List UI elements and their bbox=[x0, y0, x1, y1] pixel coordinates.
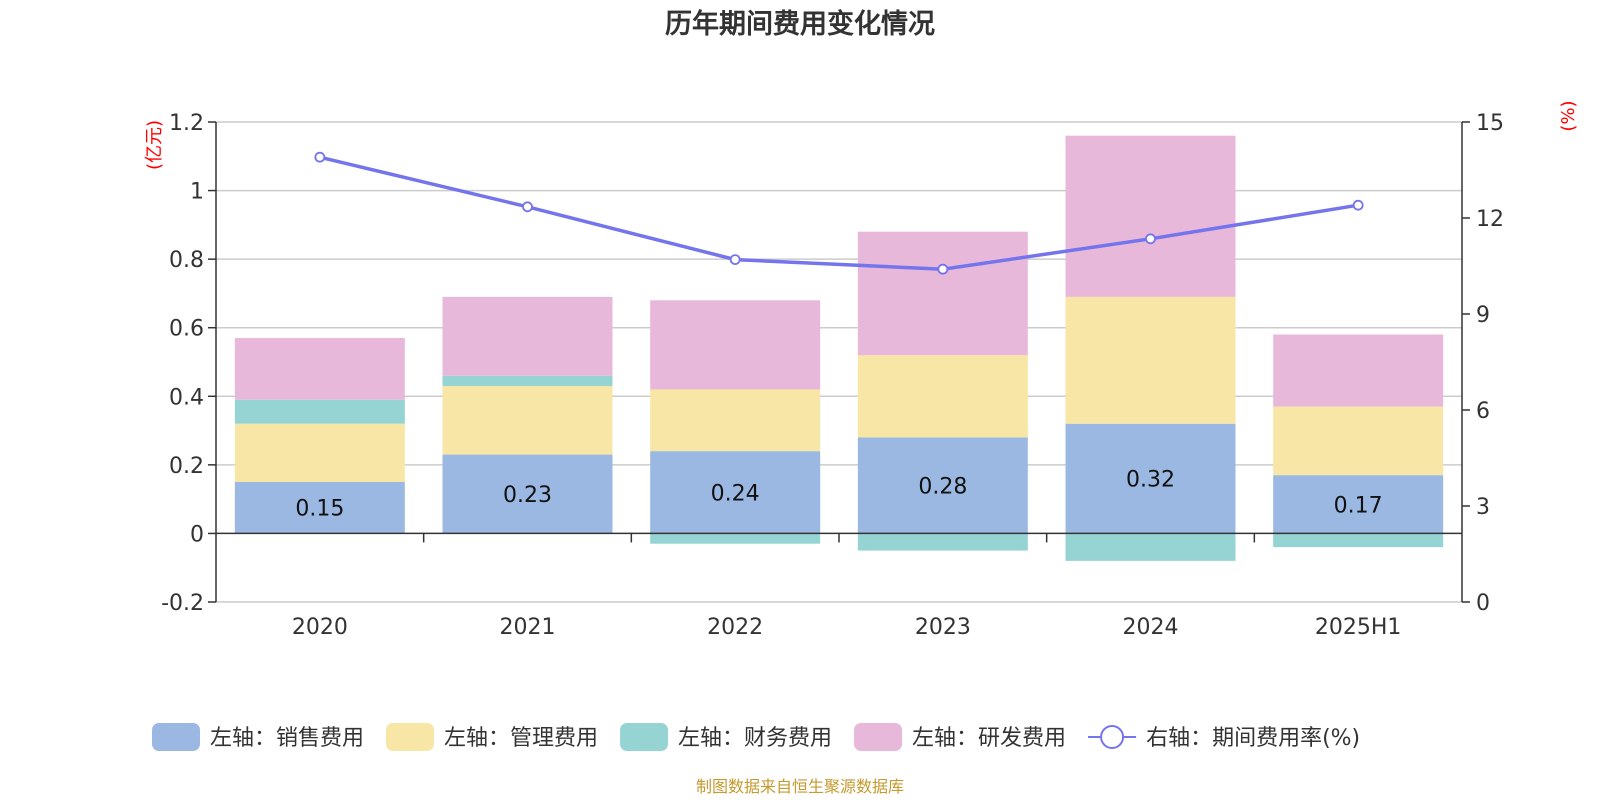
bar-rnd bbox=[442, 296, 613, 376]
bar-finance bbox=[650, 533, 821, 544]
bar-admin bbox=[234, 423, 405, 482]
bar-admin bbox=[857, 355, 1028, 438]
data-label: 0.17 bbox=[1334, 493, 1383, 518]
x-axis-label: 2025H1 bbox=[1315, 615, 1402, 640]
bar-admin bbox=[650, 389, 821, 452]
data-label: 0.23 bbox=[503, 483, 552, 508]
rate-point bbox=[937, 263, 949, 275]
legend-label: 右轴：期间费用率(%) bbox=[1146, 726, 1360, 751]
rate-point bbox=[522, 201, 533, 213]
right-axis-tick-label: 3 bbox=[1476, 495, 1490, 520]
bar-rnd bbox=[234, 338, 405, 400]
left-axis-tick-label: 1 bbox=[190, 180, 204, 205]
bar-rnd bbox=[857, 231, 1028, 356]
legend-label: 左轴：研发费用 bbox=[912, 726, 1066, 751]
legend-swatch-finance bbox=[620, 723, 669, 751]
bar-sales bbox=[234, 482, 405, 534]
x-axis-label: 2022 bbox=[707, 615, 763, 640]
data-label: 0.24 bbox=[711, 481, 760, 506]
right-axis-tick-label: 6 bbox=[1476, 399, 1490, 424]
bar-sales bbox=[1065, 423, 1236, 534]
bar-sales bbox=[1273, 475, 1444, 534]
legend: 左轴：销售费用 左轴：管理费用 左轴：财务费用 左轴：研发费用 右轴：期间费用率(%) bbox=[152, 723, 1360, 751]
bar-finance bbox=[234, 399, 405, 424]
legend-label: 左轴：管理费用 bbox=[444, 726, 598, 751]
bar-admin bbox=[1273, 406, 1444, 476]
bar-sales bbox=[650, 451, 821, 534]
rate-point bbox=[1352, 199, 1364, 211]
bar-finance bbox=[1065, 533, 1236, 561]
x-axis-label: 2020 bbox=[292, 615, 348, 640]
left-axis-unit-label: (亿元) bbox=[144, 120, 165, 170]
left-axis-tick-label: 0 bbox=[190, 522, 204, 547]
bar-rnd bbox=[1273, 334, 1444, 407]
right-axis-tick-label: 0 bbox=[1476, 591, 1490, 616]
x-axis-label: 2021 bbox=[500, 615, 556, 640]
x-axis-label: 2023 bbox=[915, 615, 971, 640]
bar-finance bbox=[1273, 533, 1444, 548]
legend-swatch-marker bbox=[1100, 725, 1125, 749]
legend-swatch-sales bbox=[152, 723, 200, 751]
plot-area: -0.2 0 0.2 0.4 0.6 0.8 1 1.2 0 3 6 9 12 15 (亿元) (%) 0.15… bbox=[144, 100, 1579, 640]
bar-admin bbox=[442, 386, 613, 455]
rate-point bbox=[1145, 233, 1156, 245]
legend-swatch-rnd bbox=[854, 723, 903, 751]
rate-line bbox=[319, 155, 1359, 271]
x-axis-label: 2024 bbox=[1123, 615, 1179, 640]
bar-admin bbox=[1065, 296, 1236, 424]
left-axis-tick-label: 0.6 bbox=[169, 317, 204, 342]
left-axis-tick-label: 1.2 bbox=[169, 111, 204, 136]
rate-point bbox=[729, 254, 741, 266]
left-axis-tick-label: 0.8 bbox=[169, 248, 204, 273]
right-axis-tick-label: 15 bbox=[1476, 111, 1504, 136]
legend-swatch-admin bbox=[386, 723, 435, 751]
left-axis-tick-label: -0.2 bbox=[161, 591, 204, 616]
bar-sales bbox=[442, 454, 613, 534]
data-label: 0.28 bbox=[918, 474, 967, 499]
source-footer: 制图数据来自恒生聚源数据库 bbox=[696, 777, 904, 796]
chart-title: 历年期间费用变化情况 bbox=[665, 8, 935, 40]
bar-rnd bbox=[650, 300, 821, 390]
bar-finance bbox=[857, 533, 1028, 551]
legend-label: 左轴：财务费用 bbox=[678, 726, 832, 751]
data-label: 0.15 bbox=[295, 497, 344, 522]
legend-label: 左轴：销售费用 bbox=[210, 726, 364, 751]
data-label: 0.32 bbox=[1126, 468, 1175, 493]
right-axis-tick-label: 12 bbox=[1476, 207, 1504, 232]
right-axis-tick-label: 9 bbox=[1476, 303, 1490, 328]
right-axis-unit-label: (%) bbox=[1558, 100, 1579, 131]
rate-point bbox=[314, 151, 326, 163]
bar-rnd bbox=[1065, 135, 1236, 297]
left-axis-tick-label: 0.2 bbox=[169, 454, 204, 479]
left-axis-tick-label: 0.4 bbox=[169, 385, 204, 410]
bar-finance bbox=[442, 375, 613, 386]
bar-sales bbox=[857, 437, 1028, 534]
